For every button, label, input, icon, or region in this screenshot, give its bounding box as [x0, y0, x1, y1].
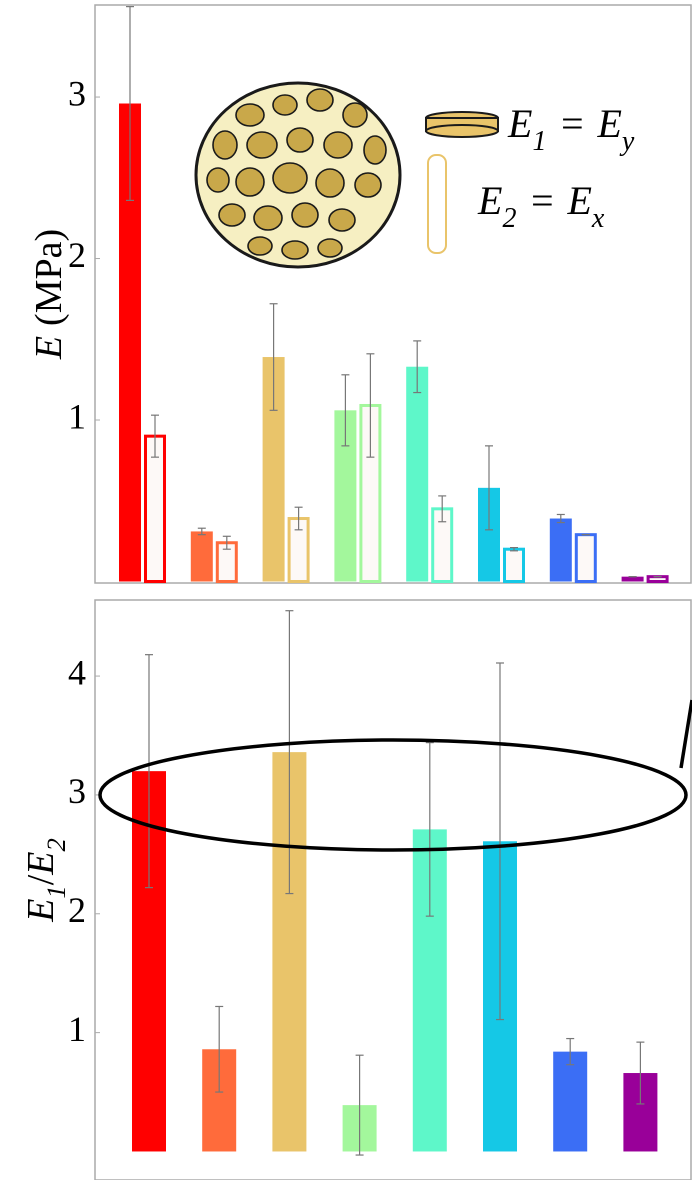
- bar: [191, 531, 213, 581]
- y-axis-label: E (MPa): [28, 229, 70, 360]
- annotation: E2=Ex: [477, 178, 605, 234]
- text-part: /: [20, 874, 62, 885]
- subscript: y: [619, 126, 635, 157]
- bar: [406, 367, 428, 582]
- y-tick-label: 1: [68, 1009, 86, 1049]
- subscript: 1: [41, 885, 71, 898]
- text-part: =: [558, 101, 585, 146]
- text-part: E: [20, 852, 62, 876]
- annotation: E1=Ey: [507, 101, 635, 157]
- bar: [553, 1052, 587, 1152]
- subscript: 1: [532, 126, 546, 157]
- bar: [648, 577, 667, 582]
- y-tick-label: 2: [68, 890, 86, 930]
- bar: [622, 577, 644, 582]
- bar: [550, 519, 572, 582]
- text-part: E: [477, 178, 502, 223]
- bar: [576, 535, 595, 582]
- text-part: E: [596, 101, 621, 146]
- y-tick-label: 2: [68, 235, 86, 275]
- subscript: 2: [41, 838, 71, 851]
- foam-illustration: [196, 83, 498, 267]
- bottom-panel-frame: [95, 600, 691, 1180]
- text-part: E: [28, 336, 70, 360]
- bar: [505, 549, 524, 581]
- text-part: (MPa): [28, 229, 70, 326]
- highlight-ellipse: [100, 700, 692, 850]
- y-tick-label: 3: [68, 771, 86, 811]
- figure: E1=Ey E2=Ex E(MPa) E1/E2 1231234: [0, 0, 692, 1180]
- y-tick-label: 4: [68, 652, 86, 692]
- y-tick-label: 1: [68, 396, 86, 436]
- subscript: 2: [502, 203, 516, 234]
- text-part: =: [528, 178, 555, 223]
- bar: [146, 436, 165, 581]
- top-panel-frame: [95, 5, 691, 583]
- text-part: E: [20, 899, 62, 923]
- subscript: x: [591, 203, 605, 234]
- text-part: E: [566, 178, 591, 223]
- text-part: E: [507, 101, 532, 146]
- y-tick-label: 3: [68, 73, 86, 113]
- y-axis-label: E1/E2: [20, 838, 71, 923]
